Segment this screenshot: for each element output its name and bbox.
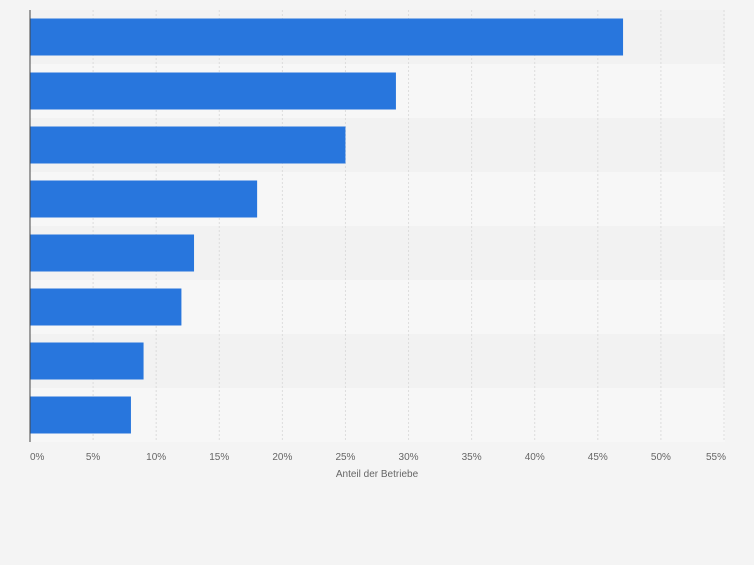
x-tick-label: 10% bbox=[146, 452, 166, 463]
x-tick-label: 0% bbox=[30, 452, 45, 463]
bar bbox=[30, 234, 195, 272]
bar bbox=[30, 288, 182, 326]
bar bbox=[30, 18, 624, 56]
x-tick-label: 35% bbox=[462, 452, 482, 463]
bar bbox=[30, 180, 258, 218]
x-tick-label: 45% bbox=[588, 452, 608, 463]
x-tick-label: 5% bbox=[86, 452, 101, 463]
bars bbox=[30, 18, 624, 434]
x-axis-label: Anteil der Betriebe bbox=[336, 469, 419, 480]
x-tick-label: 55% bbox=[706, 452, 726, 463]
x-tick-label: 25% bbox=[335, 452, 355, 463]
bar bbox=[30, 72, 396, 110]
bar bbox=[30, 342, 144, 380]
x-tick-label: 50% bbox=[651, 452, 671, 463]
row-band bbox=[30, 388, 725, 442]
x-tick-label: 20% bbox=[272, 452, 292, 463]
x-tick-label: 40% bbox=[525, 452, 545, 463]
x-tick-label: 15% bbox=[209, 452, 229, 463]
x-tick-label: 30% bbox=[399, 452, 419, 463]
row-band bbox=[30, 334, 725, 388]
x-tick-labels: 0% 5% 10% 15% 20% 25% 30% 35% 40% 45% 50% 55% bbox=[30, 452, 726, 463]
bar bbox=[30, 126, 346, 164]
bar bbox=[30, 396, 131, 434]
